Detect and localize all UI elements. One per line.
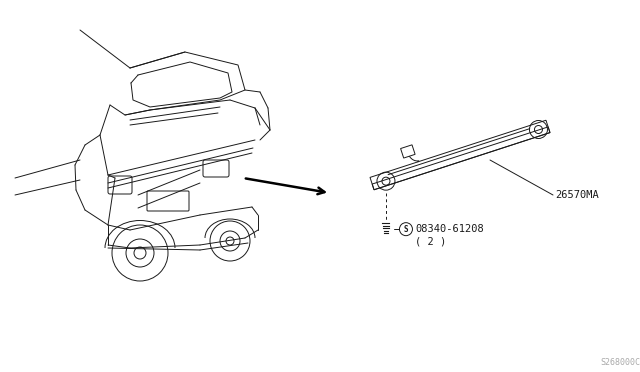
- FancyBboxPatch shape: [108, 176, 132, 194]
- Text: S268000C: S268000C: [600, 358, 640, 367]
- Text: 26570MA: 26570MA: [555, 190, 599, 200]
- FancyBboxPatch shape: [147, 191, 189, 211]
- Text: 08340-61208: 08340-61208: [415, 224, 484, 234]
- FancyBboxPatch shape: [203, 160, 229, 177]
- Text: S: S: [404, 225, 408, 234]
- Text: ( 2 ): ( 2 ): [415, 236, 446, 246]
